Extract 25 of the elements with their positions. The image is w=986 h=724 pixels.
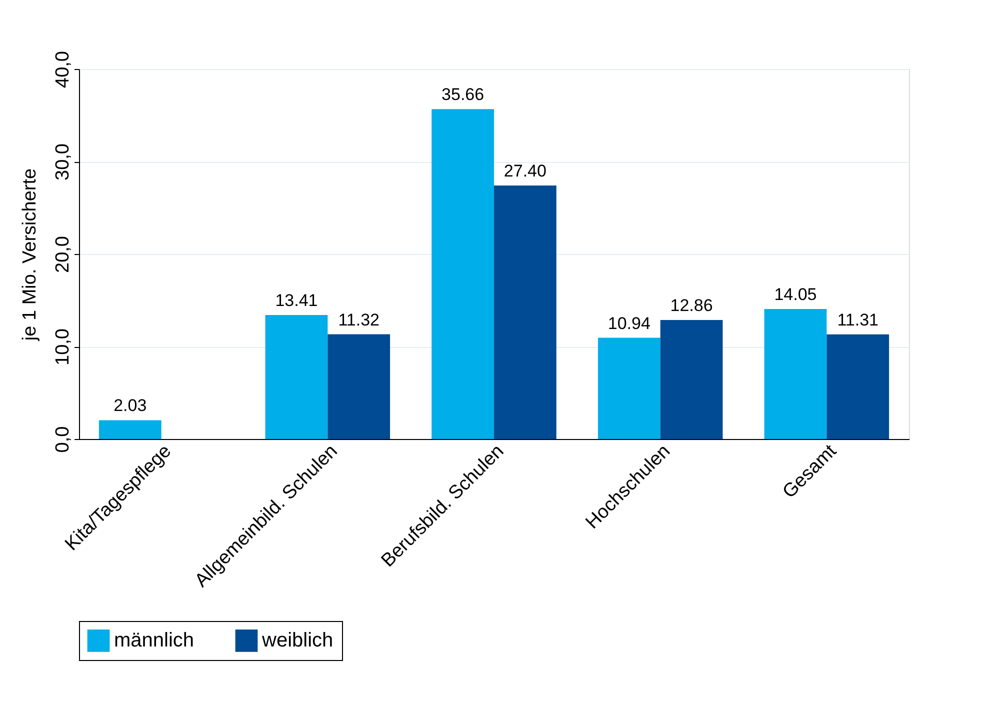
y-tick-label: 20,0 [52, 236, 74, 273]
data-label: 11.32 [338, 310, 380, 330]
data-label: 2.03 [114, 396, 147, 416]
data-label: 13.41 [275, 290, 318, 310]
data-label: 11.31 [837, 310, 878, 330]
y-tick-label: 40,0 [52, 51, 74, 88]
bar [494, 186, 556, 439]
y-axis-title: je 1 Mio. Versicherte [20, 168, 40, 342]
bar [764, 309, 827, 439]
legend-label: weiblich [261, 630, 334, 652]
data-label: 27.40 [504, 162, 546, 181]
bar [826, 334, 890, 439]
y-tick-label: 10,0 [52, 328, 74, 366]
bar [98, 420, 162, 439]
data-label: 10.94 [608, 314, 650, 333]
bar [265, 314, 328, 439]
y-tick-label: 30,0 [52, 144, 74, 180]
bar [432, 109, 494, 439]
legend-label: männlich [114, 630, 194, 652]
data-label: 14.05 [774, 285, 817, 304]
bar [660, 320, 723, 439]
bar [328, 334, 390, 439]
bar [598, 338, 660, 439]
data-label: 35.66 [442, 85, 484, 104]
data-label: 12.86 [670, 296, 713, 316]
